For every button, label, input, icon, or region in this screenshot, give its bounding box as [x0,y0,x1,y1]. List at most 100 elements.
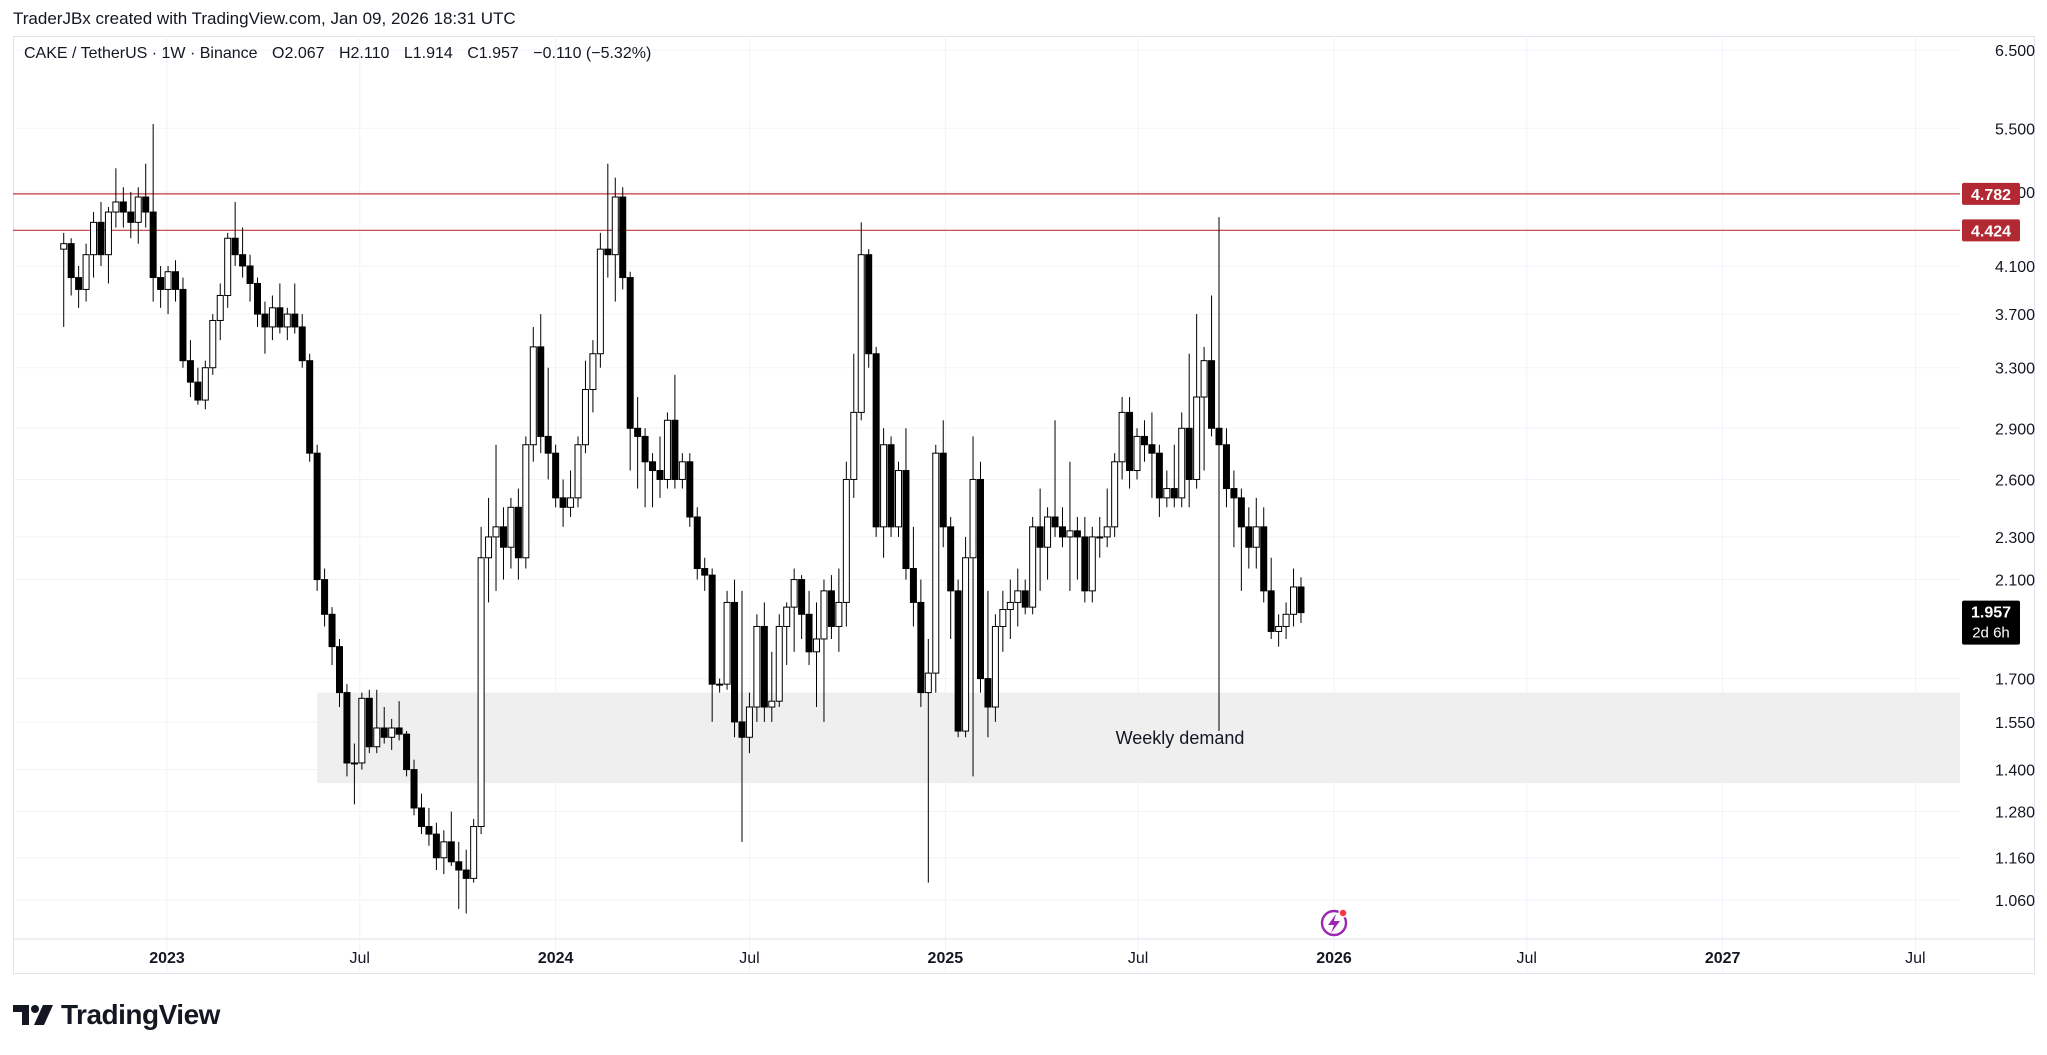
candle[interactable] [865,249,873,368]
candle[interactable] [895,461,903,537]
candle[interactable] [313,444,321,591]
candle[interactable] [1014,568,1022,627]
candle[interactable] [1126,397,1134,489]
candle[interactable] [1044,507,1052,580]
candle[interactable] [149,124,157,302]
candle[interactable] [753,614,761,722]
candle[interactable] [805,590,813,666]
candle[interactable] [380,707,388,744]
candle[interactable] [365,689,373,754]
candle[interactable] [567,470,575,517]
candle[interactable] [1133,428,1141,480]
candle[interactable] [529,326,537,462]
candle[interactable] [1267,557,1275,639]
candle[interactable] [499,507,507,580]
candle[interactable] [67,238,75,296]
candle[interactable] [462,849,470,914]
candle[interactable] [656,436,664,498]
candle[interactable] [246,254,254,302]
candle[interactable] [1230,470,1238,548]
candle[interactable] [216,283,224,341]
candle[interactable] [775,614,783,708]
candle[interactable] [492,444,500,591]
candle[interactable] [835,568,843,652]
candle[interactable] [537,314,545,454]
candle[interactable] [276,283,284,334]
candle[interactable] [984,590,992,738]
candle[interactable] [991,614,999,722]
candle[interactable] [291,283,299,334]
candle[interactable] [1185,353,1193,508]
lightning-event-icon[interactable] [1320,908,1348,937]
candle[interactable] [440,830,448,875]
candle[interactable] [209,314,217,375]
candle[interactable] [1081,516,1089,603]
candle[interactable] [455,841,463,909]
candle[interactable] [947,516,955,639]
candle[interactable] [1021,579,1029,615]
candle[interactable] [686,453,694,527]
candle[interactable] [842,461,850,627]
candle[interactable] [447,811,455,866]
candle[interactable] [231,201,239,266]
candle[interactable] [932,444,940,693]
symbol-info[interactable]: CAKE / TetherUS · 1W · Binance [24,45,258,62]
candle[interactable] [403,731,411,777]
candle[interactable] [872,346,880,537]
candle[interactable] [395,701,403,741]
candle[interactable] [976,461,984,693]
candle[interactable] [186,340,194,398]
candle[interactable] [924,638,932,883]
candle[interactable] [723,590,731,690]
candle[interactable] [373,689,381,754]
candle[interactable] [1155,444,1163,517]
candle[interactable] [611,177,619,302]
candle[interactable] [581,360,589,454]
candle[interactable] [552,444,560,508]
candle[interactable] [783,602,791,666]
candle[interactable] [999,590,1007,652]
candle[interactable] [90,212,98,278]
candle[interactable] [507,497,515,569]
candle[interactable] [1066,461,1074,591]
candle[interactable] [328,607,336,666]
candle[interactable] [745,692,753,754]
candle[interactable] [716,678,724,693]
candle[interactable] [343,684,351,777]
candle[interactable] [663,412,671,489]
candle[interactable] [909,526,917,627]
chart-frame[interactable] [13,36,2035,974]
candle[interactable] [522,436,530,569]
candle[interactable] [1237,488,1245,591]
candle[interactable] [388,718,396,750]
candle[interactable] [1252,497,1260,569]
candle[interactable] [1290,568,1298,627]
candle[interactable] [1029,516,1037,615]
candle[interactable] [641,428,649,508]
candle[interactable] [470,818,478,883]
candle[interactable] [1148,412,1156,498]
candle[interactable] [768,651,776,722]
candle[interactable] [358,692,366,770]
candle[interactable] [432,822,440,871]
candle[interactable] [1297,577,1305,624]
candle[interactable] [589,340,597,413]
candle[interactable] [902,428,910,580]
candle[interactable] [939,420,947,548]
candle[interactable] [410,759,418,816]
candle[interactable] [194,367,202,405]
candle[interactable] [75,265,83,308]
candle[interactable] [962,536,970,738]
candle[interactable] [887,436,895,537]
candle[interactable] [82,243,90,302]
tradingview-brand[interactable]: TradingView [13,999,220,1031]
candle[interactable] [708,568,716,722]
candle[interactable] [134,187,142,244]
candle[interactable] [1118,397,1126,480]
candle[interactable] [917,579,925,708]
candle[interactable] [880,428,888,558]
candle[interactable] [157,265,165,308]
candle[interactable] [1245,507,1253,569]
candle[interactable] [268,295,276,341]
